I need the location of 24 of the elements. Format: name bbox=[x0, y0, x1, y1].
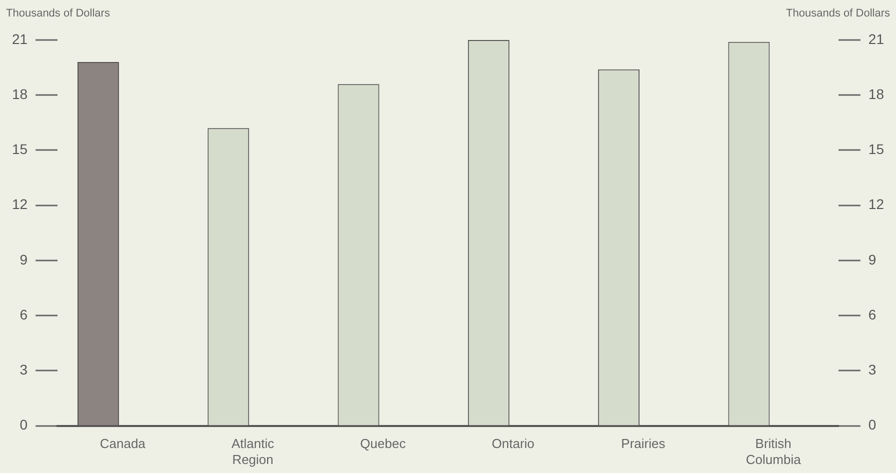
y-tick-label: 15 bbox=[12, 141, 28, 158]
x-tick-label: Quebec bbox=[360, 436, 406, 452]
x-tick-label: Atlantic Region bbox=[231, 436, 275, 467]
y2-tick-label: 9 bbox=[868, 251, 876, 268]
y2-axis-title: Thousands of Dollars bbox=[786, 8, 890, 20]
y-axis-title: Thousands of Dollars bbox=[6, 8, 110, 20]
y2-tick-label: 18 bbox=[868, 86, 884, 102]
y-tick-label: 0 bbox=[20, 416, 28, 433]
y2-tick-label: 0 bbox=[868, 416, 876, 433]
y-tick-label: 12 bbox=[12, 196, 28, 212]
y-tick-label: 18 bbox=[12, 86, 28, 102]
y-tick-label: 3 bbox=[20, 362, 28, 378]
y-tick-label: 9 bbox=[20, 251, 28, 268]
y-tick-label: 6 bbox=[20, 306, 28, 322]
x-tick-label: Prairies bbox=[621, 436, 666, 452]
y2-tick-label: 12 bbox=[868, 196, 884, 212]
x-tick-label: Ontario bbox=[492, 436, 534, 452]
y2-tick-label: 15 bbox=[868, 141, 884, 158]
y2-tick-label: 21 bbox=[868, 30, 884, 47]
y2-tick-label: 3 bbox=[868, 362, 876, 378]
y2-tick-label: 6 bbox=[868, 306, 876, 322]
x-tick-label: Canada bbox=[100, 436, 146, 452]
y-tick-label: 21 bbox=[12, 30, 28, 47]
x-tick-label: British Columbia bbox=[746, 436, 802, 467]
